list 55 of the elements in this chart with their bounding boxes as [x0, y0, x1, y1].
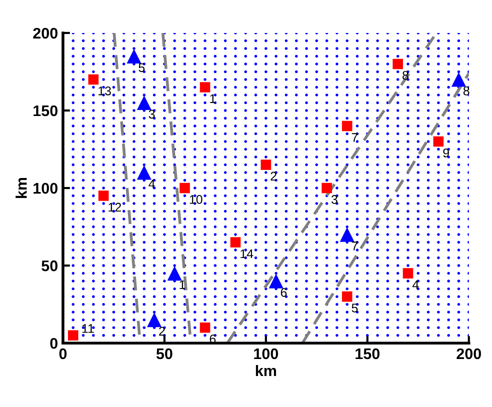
y-tick-label: 200	[33, 28, 58, 39]
point	[268, 274, 284, 288]
point	[200, 82, 210, 92]
annotation: 10	[190, 195, 202, 204]
point	[342, 291, 352, 302]
y-tick-label: 50	[42, 260, 58, 272]
x-axis-title: km	[256, 364, 276, 376]
point	[68, 330, 78, 340]
point	[200, 322, 210, 333]
y-axis-title: km	[16, 178, 27, 198]
annotation: 2	[159, 326, 165, 336]
annotation: 14	[240, 249, 254, 258]
y-tick-label: 150	[34, 105, 58, 116]
annotation: 1	[210, 94, 216, 103]
point	[322, 182, 332, 194]
point	[98, 190, 109, 201]
point	[402, 268, 414, 278]
annotation: 11	[82, 324, 94, 333]
point	[136, 95, 152, 110]
y-tick-label: 100	[34, 182, 58, 194]
annotation: 8	[402, 70, 408, 80]
annotation: 3	[148, 110, 155, 119]
annotation: 3	[331, 195, 338, 204]
x-tick-label: 150	[356, 348, 380, 360]
point	[392, 58, 403, 70]
annotation: 4	[412, 280, 419, 290]
point	[147, 312, 162, 328]
annotation: 12	[108, 202, 122, 212]
point	[260, 160, 272, 170]
point	[451, 72, 466, 87]
annotation: 7	[352, 242, 358, 250]
annotation: 5	[138, 63, 145, 72]
annotation: 5	[352, 304, 358, 312]
point	[433, 136, 444, 147]
annotation: 13	[98, 86, 111, 96]
x-tick-label: 100	[254, 348, 278, 360]
annotation: 4	[148, 180, 155, 188]
point	[342, 120, 352, 132]
point	[340, 227, 354, 242]
point	[230, 237, 241, 248]
point	[136, 165, 152, 180]
x-tick-label: 200	[456, 348, 481, 360]
annotation: 9	[443, 148, 449, 158]
annotation: 8	[463, 86, 470, 96]
annotation: 7	[352, 133, 358, 142]
x-tick-label: 0	[59, 348, 67, 360]
point	[126, 48, 142, 64]
point	[88, 74, 99, 85]
annotation: 6	[280, 288, 287, 297]
annotation: 2	[270, 172, 276, 181]
x-tick-label: 50	[156, 348, 172, 360]
y-tick-label: 0	[50, 338, 58, 349]
annotation: 1	[180, 280, 186, 290]
point	[180, 182, 190, 194]
point	[167, 266, 182, 281]
